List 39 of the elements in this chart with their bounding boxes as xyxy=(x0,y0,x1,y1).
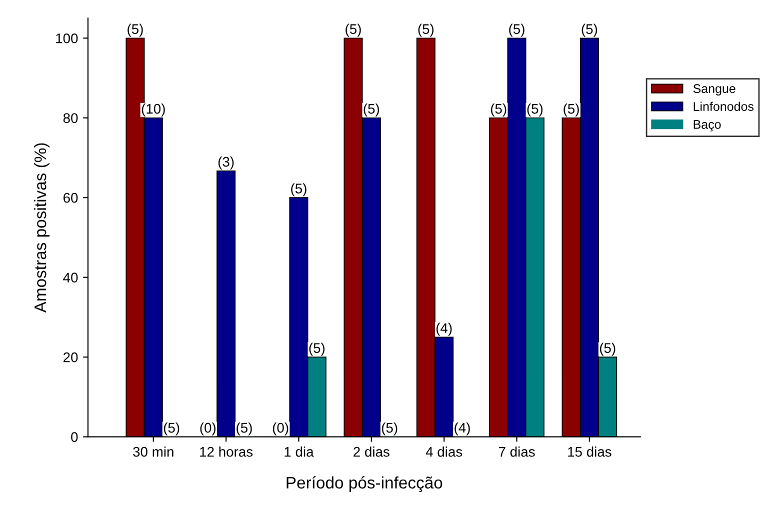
annotation: (5) xyxy=(382,422,398,436)
x-tick-label: 12 horas xyxy=(200,446,253,457)
y-tick-label: 80 xyxy=(63,113,78,124)
y-tick-label: 60 xyxy=(64,192,78,203)
legend-label: Baço xyxy=(694,120,721,132)
annotation: (5) xyxy=(418,24,434,37)
annotation: (0) xyxy=(200,422,216,436)
x-tick-label: 15 dias xyxy=(568,446,612,457)
annotation: (5) xyxy=(509,24,524,37)
annotation: (5) xyxy=(564,104,579,116)
y-axis-title: Amostras positivas (%) xyxy=(34,143,50,313)
annotation: (0) xyxy=(272,422,288,436)
annotation: (10) xyxy=(142,104,165,116)
annotation: (5) xyxy=(600,342,616,356)
annotation: (4) xyxy=(436,322,452,336)
annotation: (5) xyxy=(527,104,543,116)
y-tick-label: 40 xyxy=(63,272,78,283)
annotation: (5) xyxy=(309,342,325,356)
x-axis-title: Período pós-infecção xyxy=(286,476,442,492)
annotation: (5) xyxy=(582,24,598,37)
annotation: (5) xyxy=(236,422,252,436)
annotation: (5) xyxy=(490,104,506,116)
y-tick-label: 20 xyxy=(64,352,78,362)
y-tick-label: 0 xyxy=(71,432,78,442)
annotation: (5) xyxy=(128,24,143,37)
x-tick-label: 1 dia xyxy=(284,446,314,457)
annotation: (5) xyxy=(164,422,180,436)
annotation: (5) xyxy=(364,104,380,116)
annotation: (5) xyxy=(291,183,306,196)
legend-label: Sangue xyxy=(693,84,736,96)
y-tick-label: 100 xyxy=(56,33,78,44)
x-tick-label: 2 dias xyxy=(354,446,390,457)
x-tick-label: 7 dias xyxy=(498,446,535,457)
x-tick-label: 30 min xyxy=(133,446,174,457)
annotation: (4) xyxy=(454,422,470,436)
legend-label: Linfonodos xyxy=(694,102,754,111)
annotation: (5) xyxy=(346,24,361,37)
annotation: (3) xyxy=(218,156,234,170)
x-tick-label: 4 dias xyxy=(426,446,462,457)
